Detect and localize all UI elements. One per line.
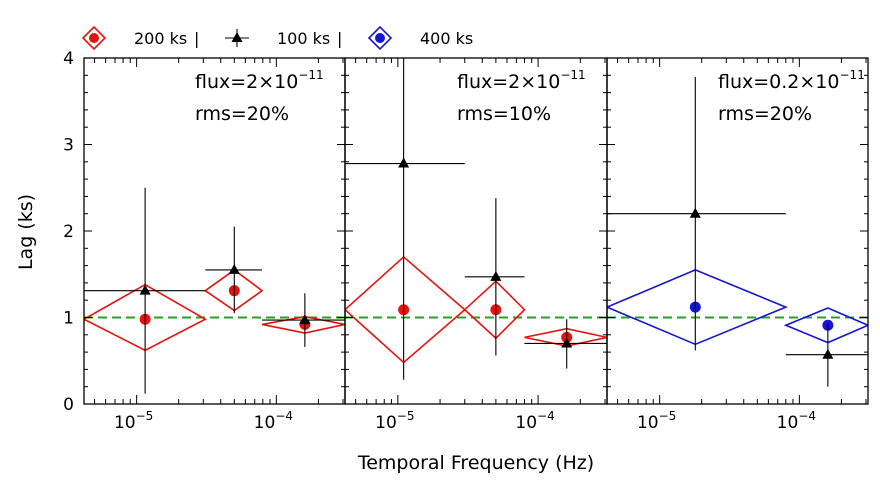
plot-panels: 10−5 10−4 flux=2×10−11 rms=20% 10−5 10−4 flux=… bbox=[83, 57, 869, 433]
legend-item: 100 ks | bbox=[225, 29, 342, 48]
legend-diamond-marker bbox=[81, 25, 107, 51]
error-diamond bbox=[203, 268, 264, 312]
rms-annotation: rms=10% bbox=[457, 103, 551, 125]
panel-2: 10−5 10−4 flux=2×10−11 rms=10% bbox=[344, 57, 608, 433]
y-tick-label: 2 bbox=[63, 222, 74, 242]
data-point-triangle bbox=[299, 314, 311, 325]
legend: 200 ks | 100 ks | 400 ks bbox=[81, 25, 473, 51]
error-diamond bbox=[783, 307, 868, 344]
panel-3: 10−5 10−4 flux=0.2×10−11 rms=20% bbox=[606, 57, 869, 433]
legend-item: 400 ks bbox=[367, 25, 473, 51]
error-diamond bbox=[261, 315, 345, 334]
flux-annotation: flux=2×10−11 bbox=[457, 68, 586, 93]
x-ticks bbox=[94, 58, 344, 404]
rms-annotation: rms=20% bbox=[195, 103, 289, 125]
flux-annotation: flux=2×10−11 bbox=[195, 68, 324, 93]
error-diamond bbox=[84, 283, 207, 352]
x-ticks bbox=[355, 58, 606, 404]
error-diamond bbox=[607, 269, 788, 346]
panel-3-plot-area bbox=[607, 77, 868, 387]
x-tick-label: 10−4 bbox=[254, 409, 293, 433]
y-tick-label: 1 bbox=[63, 309, 74, 329]
legend-label: 400 ks bbox=[420, 29, 473, 48]
y-axis: 0 1 2 3 4 bbox=[63, 49, 868, 415]
flux-annotation: flux=0.2×10−11 bbox=[718, 68, 865, 93]
x-tick-label: 10−4 bbox=[515, 409, 554, 433]
error-diamond bbox=[463, 280, 526, 340]
legend-diamond-marker bbox=[367, 25, 393, 51]
data-point-triangle bbox=[228, 263, 240, 274]
rms-annotation: rms=20% bbox=[718, 103, 812, 125]
x-tick-label: 10−5 bbox=[637, 409, 676, 433]
y-axis-label: Lag (ks) bbox=[15, 194, 37, 270]
data-point-triangle bbox=[398, 157, 410, 168]
y-tick-label: 0 bbox=[63, 395, 74, 415]
data-point-triangle bbox=[822, 348, 834, 359]
data-point-triangle bbox=[561, 337, 573, 348]
legend-separator: | bbox=[337, 29, 342, 48]
legend-triangle-marker bbox=[231, 32, 243, 42]
x-ticks bbox=[617, 58, 867, 404]
data-point-triangle bbox=[689, 207, 701, 218]
legend-dot-marker bbox=[375, 33, 385, 43]
data-point-triangle bbox=[139, 284, 151, 295]
y-tick-label: 4 bbox=[63, 49, 74, 69]
y-tick-label: 3 bbox=[63, 136, 74, 156]
panel-1-plot-area bbox=[84, 187, 345, 394]
x-axis-label: Temporal Frequency (Hz) bbox=[357, 452, 594, 474]
legend-item: 200 ks | bbox=[81, 25, 199, 51]
x-tick-label: 10−5 bbox=[375, 409, 414, 433]
legend-label: 200 ks bbox=[134, 29, 187, 48]
data-point-triangle bbox=[490, 270, 502, 281]
legend-label: 100 ks bbox=[277, 29, 330, 48]
panel-1: 10−5 10−4 flux=2×10−11 rms=20% bbox=[83, 57, 346, 433]
legend-separator: | bbox=[194, 29, 199, 48]
legend-dot-marker bbox=[89, 33, 99, 43]
x-tick-label: 10−5 bbox=[114, 409, 153, 433]
x-tick-label: 10−4 bbox=[777, 409, 816, 433]
panel-2-plot-area bbox=[345, 58, 607, 380]
